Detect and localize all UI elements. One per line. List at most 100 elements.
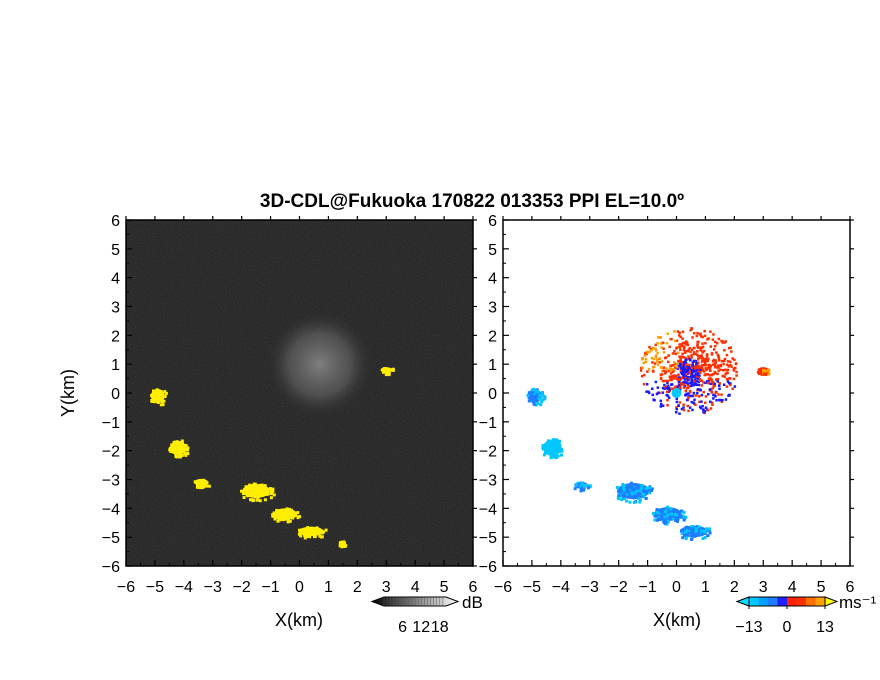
x-tick-label: −2 [233, 579, 251, 596]
colorbar-swatch [796, 597, 807, 606]
clutter-region [267, 312, 372, 417]
y-tick-label: 4 [111, 271, 120, 288]
y-tick-label: 4 [488, 271, 497, 288]
x-tick-label: 2 [730, 579, 739, 596]
echo-region [380, 367, 395, 377]
y-tick-label: 1 [488, 357, 497, 374]
y-tick-label: −3 [102, 473, 120, 490]
colorbar-swatch [815, 597, 826, 606]
velocity-echo-region [756, 367, 771, 377]
velocity-echo-region [615, 481, 654, 504]
y-tick-label: −5 [102, 530, 120, 547]
x-tick-label: −3 [581, 579, 599, 596]
x-tick-label: −5 [146, 579, 164, 596]
x-axis-label-left: X(km) [275, 610, 323, 630]
velocity-echo-region [526, 387, 547, 407]
y-tick-label: −2 [102, 444, 120, 461]
echo-region [150, 388, 168, 407]
y-tick-label: −2 [479, 444, 497, 461]
x-tick-label: 1 [324, 579, 333, 596]
echo-region [271, 507, 302, 524]
x-tick-label: 6 [469, 579, 478, 596]
x-axis-label-right: X(km) [653, 610, 701, 630]
y-tick-label: 2 [488, 328, 497, 345]
colorbar-arrow-left [735, 596, 750, 607]
y-tick-label: −6 [479, 559, 497, 576]
y-tick-label: 0 [111, 386, 120, 403]
colorbar-swatch [768, 597, 778, 606]
velocity-echo-region [541, 438, 564, 460]
y-tick-label: 0 [488, 386, 497, 403]
y-tick-label: 3 [488, 300, 497, 317]
y-tick-label: 6 [111, 213, 120, 230]
reflectivity-panel: −6 −5 −4 −3 −2 −1 0 1 2 3 4 5 6 6 5 4 3 2 1 0 −1 −2 −3 −4 −5 −6 X… [58, 213, 478, 630]
x-tick-label: 1 [701, 579, 710, 596]
colorbar-swatch [758, 597, 769, 606]
y-tick-label: −4 [479, 501, 497, 518]
velocity-echo-region [652, 505, 688, 526]
x-tick-label: −6 [117, 579, 135, 596]
chart-title: 3D-CDL@Fukuoka 170822 013353 PPI EL=10.0… [260, 191, 684, 212]
velocity-colorbar: −13 0 13 ms⁻¹ [735, 593, 876, 636]
x-tick-label: −1 [261, 579, 279, 596]
x-tick-label: −5 [523, 579, 541, 596]
x-tick-label: 3 [382, 579, 391, 596]
x-tick-label: −3 [204, 579, 222, 596]
colorbar-tick-label: 12 [412, 619, 430, 636]
y-tick-label: −1 [102, 415, 120, 432]
x-tick-label: −4 [552, 579, 570, 596]
reflectivity-echoes [150, 367, 395, 549]
echo-region [240, 482, 276, 503]
echo-region [168, 439, 190, 459]
colorbar-arrow-right [824, 596, 839, 607]
colorbar-swatch [777, 597, 788, 606]
velocity-panel: −6 −5 −4 −3 −2 −1 0 1 2 3 4 5 6 6 5 4 3 2 1 0 −1 −2 −3 −4 −5 −6 X… [479, 213, 855, 630]
y-tick-label: −4 [102, 501, 120, 518]
y-tick-label: −6 [102, 559, 120, 576]
y-tick-label: 5 [488, 242, 497, 259]
x-tick-label: 4 [411, 579, 420, 596]
x-tick-label: 6 [846, 579, 855, 596]
echo-region [193, 478, 211, 490]
x-tick-label: 0 [672, 579, 681, 596]
y-tick-label: 1 [111, 357, 120, 374]
x-tick-label: 2 [353, 579, 362, 596]
y-tick-label: −1 [479, 415, 497, 432]
x-tick-label: −4 [175, 579, 193, 596]
radar-site [671, 388, 682, 398]
echo-region [297, 526, 328, 540]
x-tick-label: 5 [440, 579, 449, 596]
echo-region [338, 540, 348, 549]
colorbar-tick-label: 6 [398, 619, 407, 636]
velocity-echoes [526, 327, 771, 541]
velocity-echo-region [573, 481, 592, 493]
colorbar-swatch [806, 597, 816, 606]
colorbar-unit: ms⁻¹ [839, 593, 877, 612]
colorbar-tick-label: −13 [735, 619, 762, 636]
reflectivity-axes: −6 −5 −4 −3 −2 −1 0 1 2 3 4 5 6 6 5 4 3 2 1 0 −1 −2 −3 −4 −5 −6 [102, 213, 478, 596]
colorbar-unit: dB [462, 593, 483, 612]
colorbar-tick-label: 13 [816, 619, 834, 636]
reflectivity-colorbar: 6 12 18 dB [370, 593, 483, 636]
x-tick-label: 0 [295, 579, 304, 596]
x-tick-label: 5 [817, 579, 826, 596]
colorbar-swatch [787, 597, 797, 606]
x-tick-label: −2 [610, 579, 628, 596]
colorbar-swatch [749, 597, 759, 606]
x-tick-label: 4 [788, 579, 797, 596]
near-field-scatter [639, 327, 738, 415]
y-tick-label: 2 [111, 328, 120, 345]
y-tick-label: 6 [488, 213, 497, 230]
y-axis-label: Y(km) [58, 369, 78, 417]
y-tick-label: −3 [479, 473, 497, 490]
y-tick-label: 5 [111, 242, 120, 259]
velocity-echo-region [679, 525, 712, 541]
x-tick-label: −1 [638, 579, 656, 596]
velocity-axes: −6 −5 −4 −3 −2 −1 0 1 2 3 4 5 6 6 5 4 3 2 1 0 −1 −2 −3 −4 −5 −6 [479, 213, 855, 596]
x-tick-label: 3 [759, 579, 768, 596]
y-tick-label: −5 [479, 530, 497, 547]
colorbar-tick-label: 18 [431, 619, 449, 636]
x-tick-label: −6 [494, 579, 512, 596]
y-tick-label: 3 [111, 300, 120, 317]
